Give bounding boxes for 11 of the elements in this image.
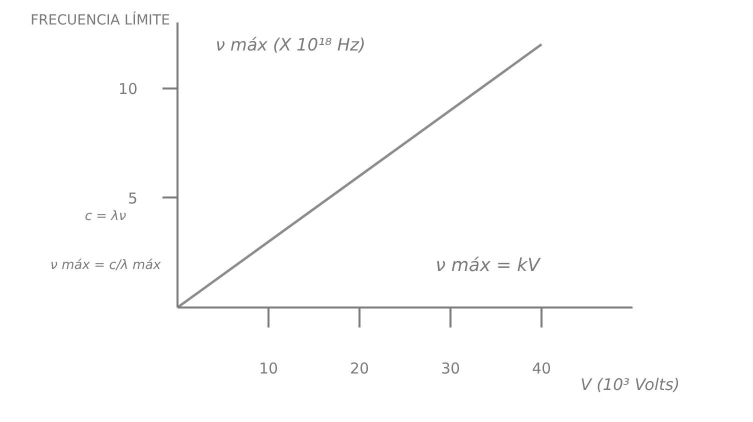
x-tick-label: 10 bbox=[258, 360, 278, 378]
y-tick-label: 5 bbox=[128, 189, 138, 208]
text: c = λν bbox=[84, 209, 126, 224]
x-tick-label: 20 bbox=[350, 360, 370, 378]
annotation: ν máx = kV bbox=[436, 255, 542, 276]
y-axis-title: ν máx (X 10¹⁸ Hz) bbox=[216, 36, 366, 56]
x-tick-label: 30 bbox=[440, 360, 460, 378]
x-tick-label: 40 bbox=[532, 360, 552, 378]
x-axis-title: V (10³ Volts) bbox=[580, 375, 680, 394]
text: ν máx = c/λ máx bbox=[50, 258, 162, 273]
chart-title: FRECUENCIA LÍMITE bbox=[30, 12, 170, 28]
